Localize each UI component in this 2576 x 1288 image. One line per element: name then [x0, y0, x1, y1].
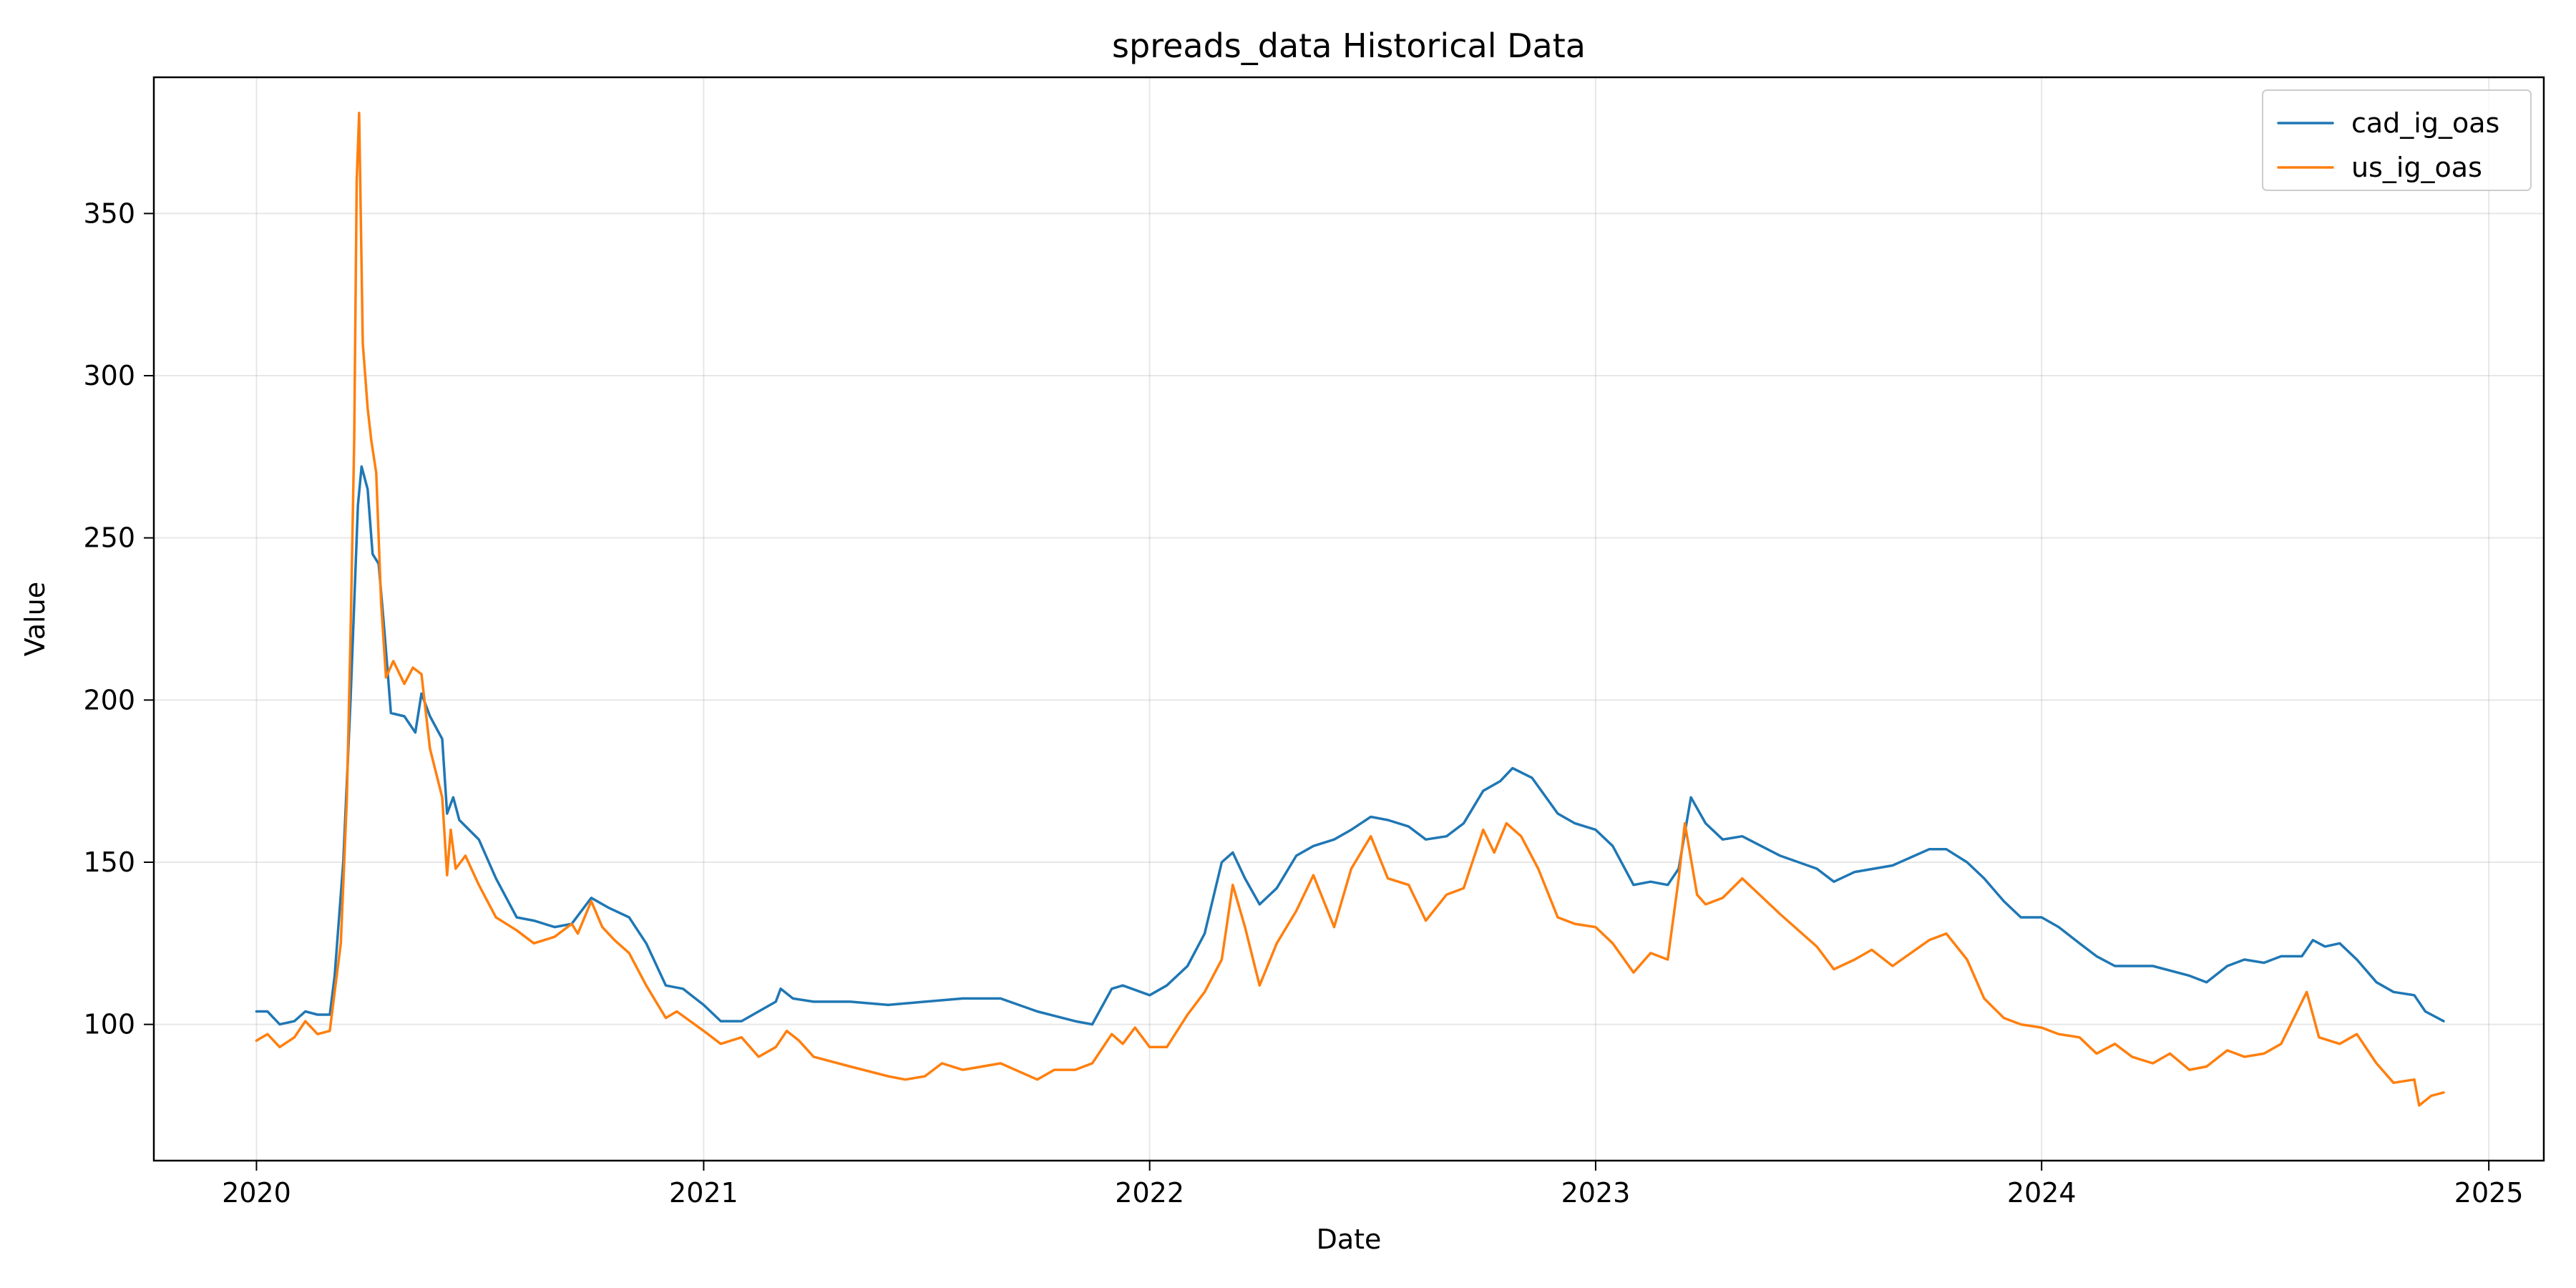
x-tick-label: 2022	[1115, 1177, 1184, 1209]
x-tick-label: 2021	[669, 1177, 738, 1209]
legend-label-us-ig-oas: us_ig_oas	[2351, 152, 2482, 183]
chart-title: spreads_data Historical Data	[1112, 26, 1586, 65]
y-tick-label: 200	[83, 684, 135, 716]
y-tick-label: 350	[83, 197, 135, 229]
y-tick-label: 250	[83, 522, 135, 554]
grid-lines	[154, 77, 2544, 1161]
x-tick-label: 2023	[1561, 1177, 1631, 1209]
x-tick-label: 2024	[2007, 1177, 2077, 1209]
y-tick-label: 150	[83, 847, 135, 878]
legend: cad_ig_oas us_ig_oas	[2262, 89, 2532, 191]
legend-label-cad-ig-oas: cad_ig_oas	[2351, 107, 2499, 139]
y-axis-label: Value	[19, 582, 51, 656]
series-lines	[255, 112, 2445, 1107]
y-tick-label: 300	[83, 360, 135, 391]
series-line-cad-ig-oas	[255, 465, 2445, 1026]
legend-box	[2262, 89, 2532, 191]
x-tick-label: 2020	[222, 1177, 291, 1209]
x-axis-label: Date	[1317, 1224, 1382, 1255]
series-line-us-ig-oas	[255, 112, 2445, 1107]
axes-frame	[152, 76, 2545, 1162]
x-tick-label: 2025	[2454, 1177, 2524, 1209]
y-tick-label: 100	[83, 1009, 135, 1040]
axis-ticks: 2020 2021 2022 2023 2024 2025 100 150 200 250 300 3…	[83, 197, 2523, 1209]
